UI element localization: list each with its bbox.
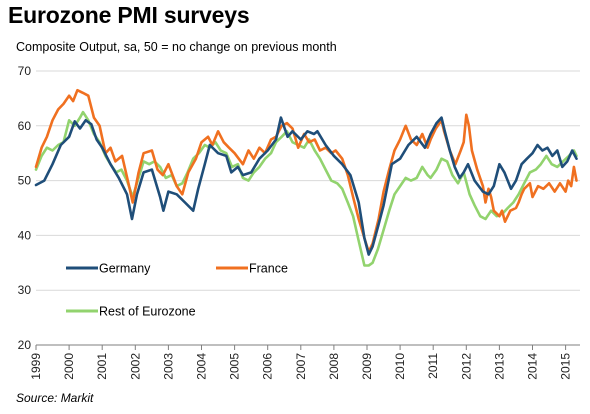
legend: Germany France Rest of Eurozone [66,262,288,319]
y-tick-label: 50 [18,174,32,188]
x-tick-label: 2014 [526,353,540,380]
gridlines [36,70,580,291]
y-tick-label: 60 [18,119,32,133]
x-tick-label: 2008 [327,353,341,380]
series-line-france [34,88,578,254]
y-tick-label: 20 [18,338,32,352]
legend-label-germany: Germany [99,262,151,276]
x-tick-label: 2005 [228,353,242,380]
x-tick-label: 2011 [426,353,440,379]
x-tick-label: 2001 [95,353,109,380]
y-tick-label: 30 [18,283,32,297]
series-line-rest-of-eurozone [34,110,578,267]
legend-label-rest-of-eurozone: Rest of Eurozone [99,305,196,319]
y-tick-label: 40 [18,228,32,242]
series-lines [34,88,578,267]
chart-title: Eurozone PMI surveys [8,2,250,28]
x-tick-label: 2013 [492,353,506,380]
x-tick-label: 2010 [393,353,407,380]
x-tick-label: 2012 [459,353,473,380]
y-axis-ticks: 20 30 40 50 60 70 [18,64,32,352]
source-note: Source: Markit [16,391,94,405]
series-line-germany [34,116,578,256]
x-tick-label: 2002 [128,353,142,380]
y-tick-label: 70 [18,64,32,78]
legend-label-france: France [249,262,288,276]
chart-subtitle: Composite Output, sa, 50 = no change on … [16,40,337,54]
x-axis: 1999 2000 2001 2002 2003 2004 2005 2006 2007 2008… [29,344,580,380]
x-tick-label: 2007 [294,353,308,380]
x-tick-label: 2004 [195,353,209,380]
x-tick-label: 2003 [161,353,175,380]
x-tick-label: 2015 [559,353,573,380]
x-tick-label: 2009 [360,353,374,380]
x-tick-label: 2006 [261,353,275,380]
x-tick-label: 1999 [29,353,43,380]
x-tick-label: 2000 [62,353,76,380]
